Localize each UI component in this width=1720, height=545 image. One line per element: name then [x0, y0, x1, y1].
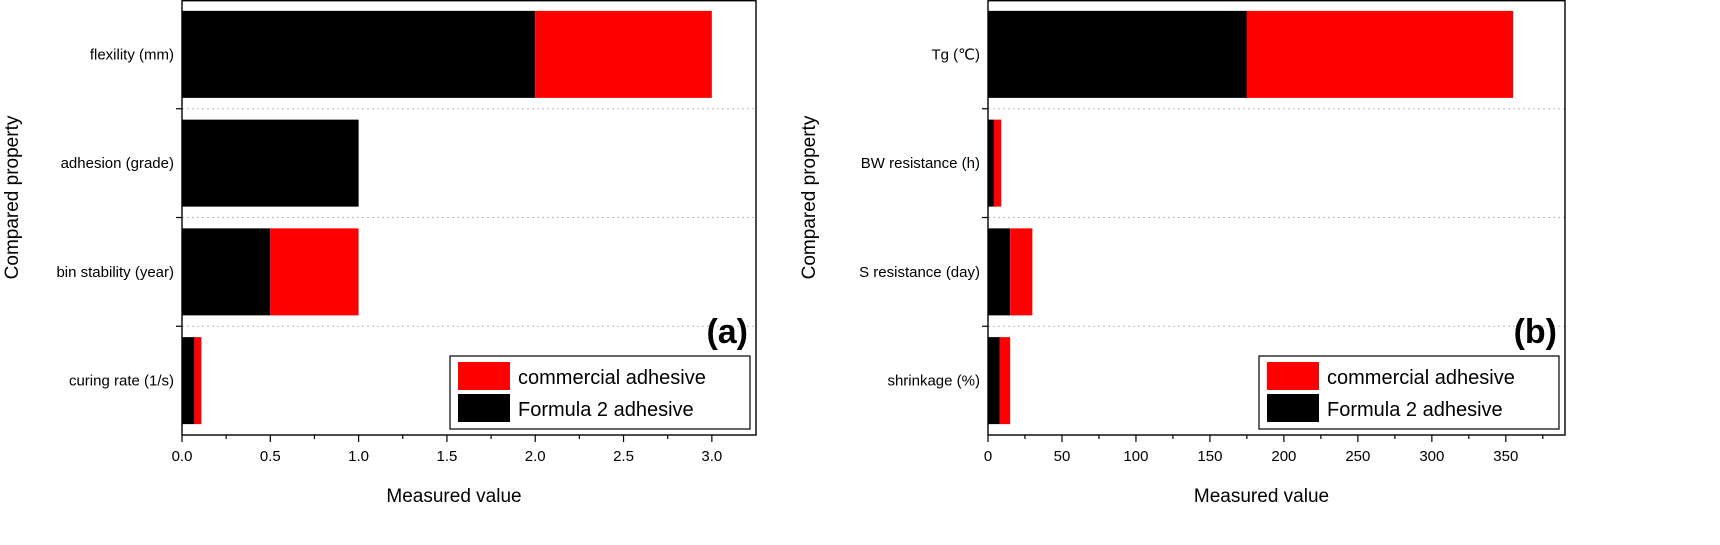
- category-label: BW resistance (h): [861, 155, 980, 172]
- legend: commercial adhesive Formula 2 adhesive: [1258, 355, 1560, 430]
- bar-formula2-1: [182, 119, 359, 207]
- bar-commercial-3: [194, 337, 202, 425]
- x-tick-label: 0: [984, 448, 992, 465]
- x-axis-label: Measured value: [386, 486, 521, 507]
- x-tick-label: 150: [1197, 448, 1222, 465]
- bar-commercial-0: [1246, 10, 1514, 98]
- legend-entry: Formula 2 adhesive: [1327, 399, 1503, 421]
- x-tick-label: 100: [1123, 448, 1148, 465]
- panel-label: (a): [706, 313, 748, 351]
- x-tick-label: 300: [1419, 448, 1444, 465]
- x-tick-label: 1.5: [436, 448, 457, 465]
- x-tick-label: 1.0: [348, 448, 369, 465]
- bar-formula2-3: [988, 337, 1000, 425]
- bar-commercial-1: [993, 119, 1002, 207]
- plot-frame: [181, 0, 757, 436]
- bar-commercial-0: [535, 10, 712, 98]
- bar-formula2-1: [988, 119, 994, 207]
- legend-entry: Formula 2 adhesive: [518, 399, 694, 421]
- y-axis-label: Compared property: [2, 115, 23, 279]
- bar-formula2-3: [182, 337, 195, 425]
- category-label: bin stability (year): [56, 264, 174, 281]
- x-tick-label: 0.5: [260, 448, 281, 465]
- legend-swatch-commercial: [458, 362, 510, 390]
- panel-label: (b): [1514, 313, 1557, 351]
- category-label: flexility (mm): [90, 46, 174, 63]
- chart-panel-b: Tg (℃) BW resistance (h) S resistance (day…: [799, 0, 1566, 507]
- legend-entry: commercial adhesive: [1327, 367, 1515, 389]
- category-label: curing rate (1/s): [69, 373, 174, 390]
- legend-swatch-formula2: [458, 394, 510, 422]
- x-tick-label: 3.0: [701, 448, 722, 465]
- legend-swatch-commercial: [1267, 362, 1319, 390]
- chart-panel-a: flexility (mm) adhesion (grade) bin stabil…: [2, 0, 757, 507]
- category-label: adhesion (grade): [61, 155, 174, 172]
- x-tick-label: 0.0: [172, 448, 193, 465]
- plot-frame: [987, 0, 1566, 436]
- category-label: shrinkage (%): [887, 373, 980, 390]
- bar-commercial-2: [1010, 228, 1033, 316]
- bar-formula2-2: [182, 228, 271, 316]
- x-tick-label: 2.5: [613, 448, 634, 465]
- x-tick-label: 350: [1493, 448, 1518, 465]
- legend-entry: commercial adhesive: [518, 367, 706, 389]
- x-tick-label: 200: [1271, 448, 1296, 465]
- legend: commercial adhesive Formula 2 adhesive: [449, 355, 751, 430]
- bar-commercial-2: [270, 228, 359, 316]
- bar-formula2-0: [182, 10, 536, 98]
- bar-formula2-0: [988, 10, 1247, 98]
- x-axis-label: Measured value: [1194, 486, 1329, 507]
- y-axis-label: Compared property: [799, 115, 820, 279]
- legend-swatch-formula2: [1267, 394, 1319, 422]
- x-tick-label: 250: [1345, 448, 1370, 465]
- category-label: Tg (℃): [931, 46, 980, 63]
- bar-commercial-3: [999, 337, 1011, 425]
- category-label: S resistance (day): [859, 264, 980, 281]
- x-tick-label: 2.0: [525, 448, 546, 465]
- bar-formula2-2: [988, 228, 1011, 316]
- x-tick-label: 50: [1054, 448, 1071, 465]
